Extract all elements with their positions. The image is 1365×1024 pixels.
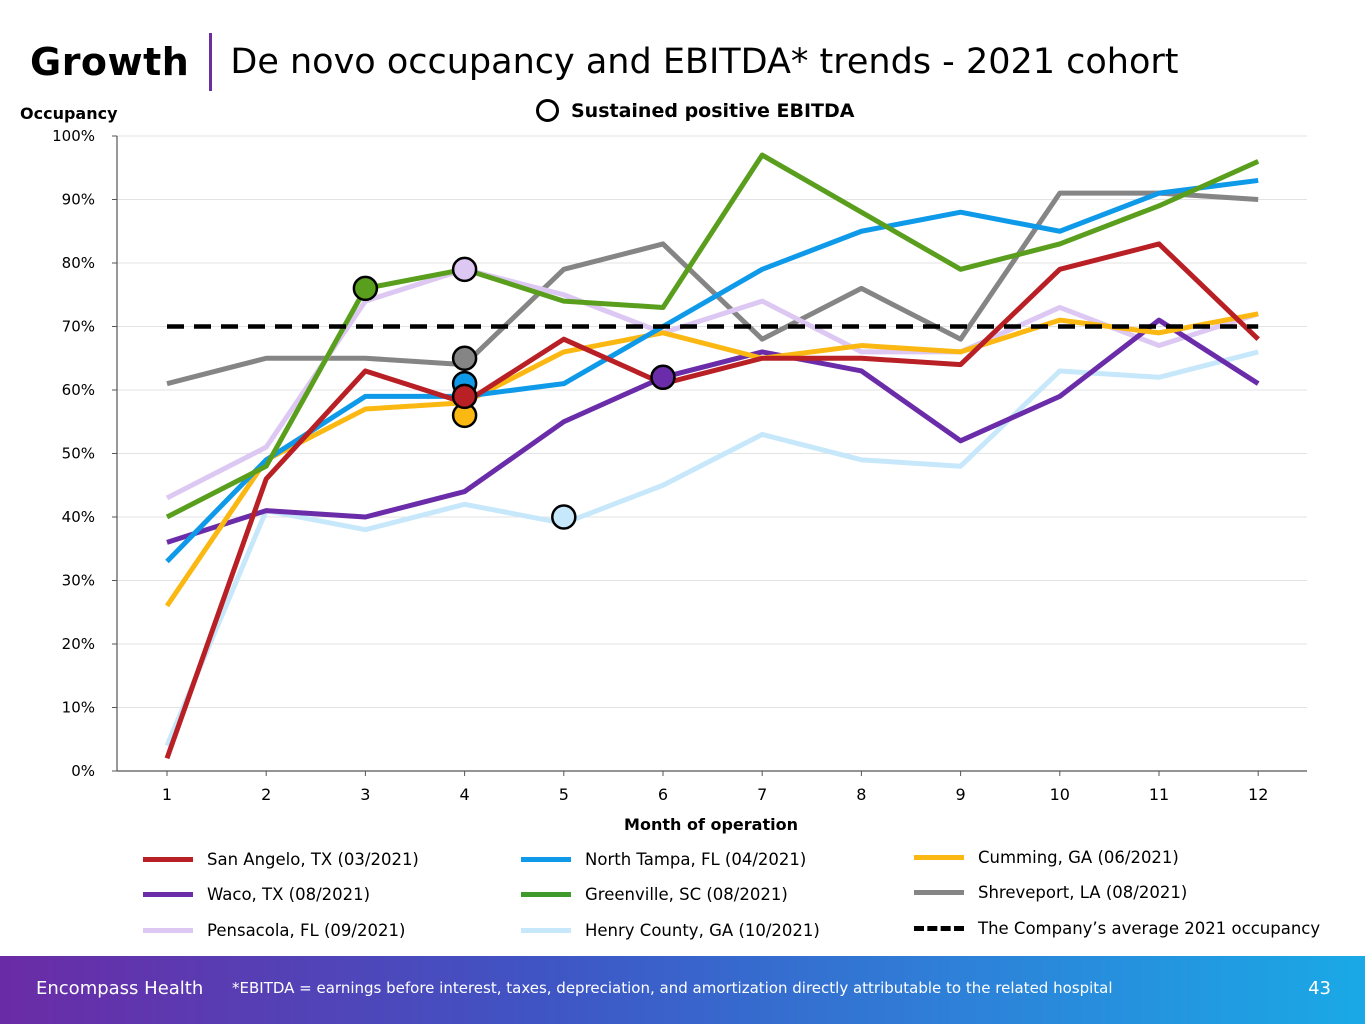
x-tick-label: 11 <box>1149 785 1169 804</box>
legend-label: North Tampa, FL (04/2021) <box>585 850 807 869</box>
y-tick-label: 50% <box>62 445 95 463</box>
y-tick-label: 60% <box>62 381 95 399</box>
page-title: Growth <box>30 40 190 84</box>
legend-item-pensacola: Pensacola, FL (09/2021) <box>143 921 405 940</box>
series-line <box>164 241 1260 760</box>
ebitda-marker <box>451 256 478 283</box>
series-line <box>166 190 1259 387</box>
title-bar: Growth De novo occupancy and EBITDA* tre… <box>30 30 1179 94</box>
x-tick-label: 10 <box>1050 785 1070 804</box>
legend-item-greenville: Greenville, SC (08/2021) <box>521 885 788 904</box>
x-tick-label: 1 <box>162 785 172 804</box>
legend-swatch <box>143 928 193 933</box>
series-line <box>166 317 1260 545</box>
chart-legend: San Angelo, TX (03/2021) North Tampa, FL… <box>0 840 1365 950</box>
legend-item-north-tampa: North Tampa, FL (04/2021) <box>521 850 806 869</box>
legend-label: Waco, TX (08/2021) <box>207 885 371 904</box>
legend-swatch <box>521 857 571 862</box>
occupancy-line-chart: 0%10%20%30%40%50%60%70%80%90%100%1 2 3 4 5 6 7… <box>52 127 1307 834</box>
y-tick-label: 70% <box>62 318 95 336</box>
legend-item-henry-county: Henry County, GA (10/2021) <box>521 921 820 940</box>
page-number: 43 <box>1308 978 1331 999</box>
x-axis-title: Month of operation <box>624 815 798 834</box>
y-tick-label: 90% <box>62 191 95 209</box>
legend-item-san-angelo: San Angelo, TX (03/2021) <box>143 850 419 869</box>
x-tick-label: 7 <box>757 785 767 804</box>
footer-bar: Encompass Health *EBITDA = earnings befo… <box>0 956 1365 1024</box>
series-line <box>165 266 1259 501</box>
legend-label: Shreveport, LA (08/2021) <box>978 883 1188 902</box>
ebitda-marker <box>451 345 478 371</box>
y-tick-label: 0% <box>71 762 95 780</box>
footer-footnote: *EBITDA = earnings before interest, taxe… <box>232 979 1113 997</box>
legend-swatch <box>521 928 571 933</box>
legend-item-company-average: The Company’s average 2021 occupancy <box>914 919 1320 938</box>
x-tick-label: 4 <box>460 785 470 804</box>
ebitda-marker <box>650 364 676 391</box>
x-tick-label: 2 <box>261 785 271 804</box>
x-tick-label: 12 <box>1248 785 1268 804</box>
legend-swatch <box>143 857 193 862</box>
series-line <box>164 349 1259 747</box>
series-line <box>165 152 1260 520</box>
y-tick-label: 20% <box>62 635 95 653</box>
series-line <box>164 311 1259 608</box>
legend-label: The Company’s average 2021 occupancy <box>978 919 1321 938</box>
footer-brand: Encompass Health <box>36 978 204 999</box>
page-subtitle: De novo occupancy and EBITDA* trends - 2… <box>230 42 1179 82</box>
title-divider <box>209 33 213 91</box>
y-axis-title: Occupancy <box>20 104 118 123</box>
legend-swatch <box>914 890 964 895</box>
legend-label: Greenville, SC (08/2021) <box>585 885 788 904</box>
ebitda-marker-legend: Sustained positive EBITDA <box>536 99 855 122</box>
y-tick-label: 40% <box>62 508 95 526</box>
legend-item-waco: Waco, TX (08/2021) <box>143 885 370 904</box>
x-tick-label: 9 <box>956 785 966 804</box>
legend-label: Pensacola, FL (09/2021) <box>207 921 406 940</box>
legend-swatch <box>143 892 193 897</box>
x-tick-label: 3 <box>360 785 370 804</box>
y-tick-label: 10% <box>62 699 95 717</box>
legend-swatch <box>914 855 964 860</box>
y-tick-label: 100% <box>52 127 95 145</box>
series-line <box>165 177 1259 564</box>
legend-item-cumming: Cumming, GA (06/2021) <box>914 848 1179 867</box>
y-tick-label: 80% <box>62 254 95 272</box>
legend-label: Henry County, GA (10/2021) <box>585 921 820 940</box>
ebitda-marker <box>352 275 379 302</box>
legend-label: San Angelo, TX (03/2021) <box>207 850 419 869</box>
ebitda-marker-label: Sustained positive EBITDA <box>571 99 855 122</box>
ebitda-marker <box>451 383 478 410</box>
legend-item-shreveport: Shreveport, LA (08/2021) <box>914 883 1187 902</box>
circle-marker-icon <box>536 99 559 122</box>
x-tick-label: 8 <box>856 785 866 804</box>
legend-label: Cumming, GA (06/2021) <box>978 848 1179 867</box>
x-tick-label: 6 <box>658 785 668 804</box>
legend-swatch <box>521 892 571 897</box>
x-tick-label: 5 <box>559 785 569 804</box>
ebitda-marker <box>551 504 577 530</box>
y-tick-label: 30% <box>62 572 95 590</box>
legend-swatch-dashed <box>914 926 964 931</box>
